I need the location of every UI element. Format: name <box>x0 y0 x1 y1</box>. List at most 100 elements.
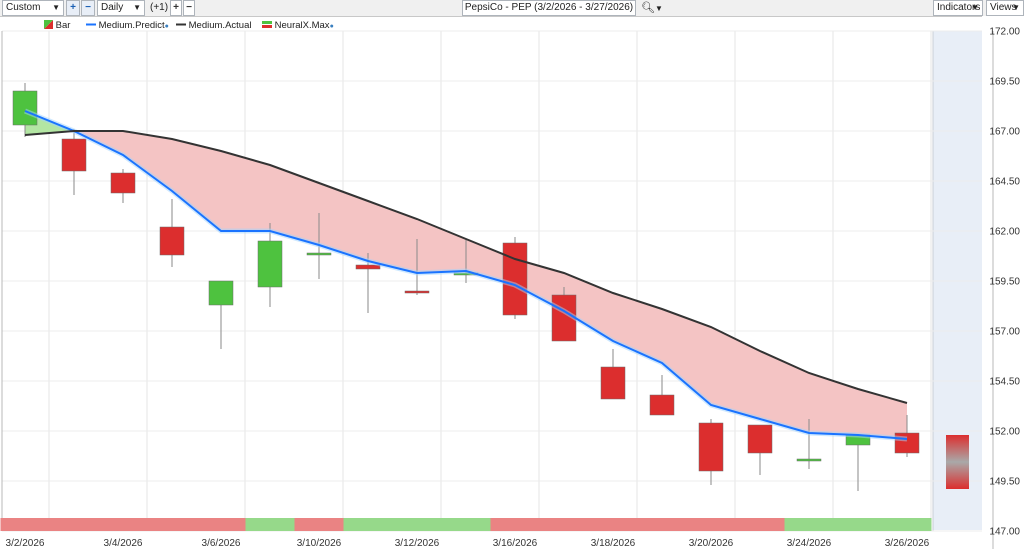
y-tick-label: 154.50 <box>989 377 1020 388</box>
plus-icon: + <box>70 2 76 13</box>
y-tick-label: 162.00 <box>989 227 1020 238</box>
candle-body[interactable] <box>257 240 283 288</box>
signal-strip-cell <box>539 518 589 531</box>
x-tick-label: 3/2/2026 <box>6 538 45 549</box>
prediction-fill-area <box>270 165 319 245</box>
candle-body[interactable] <box>747 424 773 454</box>
prediction-fill-area <box>417 219 466 273</box>
candle-body[interactable] <box>110 172 136 194</box>
signal-strip-cell <box>784 518 834 531</box>
candle-body[interactable] <box>404 290 430 294</box>
x-tick-label: 3/12/2026 <box>395 538 440 549</box>
legend-item-medium-predict[interactable]: Medium.Predict● <box>86 19 169 34</box>
legend-item-bar[interactable]: Bar <box>44 19 70 33</box>
symbol-title-box[interactable]: PepsiCo - PEP (3/2/2026 - 3/27/2026) <box>462 0 636 16</box>
custom-select[interactable]: Custom ▼ <box>2 0 64 16</box>
legend-label: Medium.Predict <box>98 20 165 31</box>
y-tick-label: 169.50 <box>989 77 1020 88</box>
signal-strip-cell <box>637 518 687 531</box>
custom-select-label: Custom <box>6 2 41 13</box>
prediction-fill-area <box>368 201 417 273</box>
candle-body[interactable] <box>355 264 381 270</box>
indicators-select[interactable]: Indicators ▼ <box>933 0 983 16</box>
settings-dot-icon[interactable]: ● <box>164 23 169 30</box>
x-tick-label: 3/6/2026 <box>202 538 241 549</box>
candle-body[interactable] <box>502 242 528 316</box>
line-swatch-icon <box>86 23 96 26</box>
chevron-down-icon: ▼ <box>1012 3 1020 12</box>
offset-decrease-button[interactable]: − <box>183 0 195 16</box>
x-tick-label: 3/10/2026 <box>297 538 342 549</box>
offset-increase-button[interactable]: + <box>170 0 182 16</box>
y-tick-label: 157.00 <box>989 327 1020 338</box>
y-tick-label: 159.50 <box>989 277 1020 288</box>
neural-icon <box>262 21 272 28</box>
views-select[interactable]: Views ▼ <box>986 0 1024 16</box>
x-tick-label: 3/4/2026 <box>104 538 143 549</box>
legend-label: Bar <box>55 20 71 31</box>
period-select[interactable]: Daily ▼ <box>97 0 145 16</box>
period-select-label: Daily <box>101 2 124 13</box>
candle-body[interactable] <box>649 394 675 416</box>
candle-body[interactable] <box>208 280 234 306</box>
signal-strip-cell <box>441 518 491 531</box>
prediction-fill-area <box>123 131 172 191</box>
chevron-down-icon: ▼ <box>971 3 979 12</box>
signal-strip-cell <box>0 518 50 531</box>
minus-icon: − <box>186 2 192 13</box>
chevron-down-icon: ▼ <box>133 3 141 12</box>
x-tick-label: 3/20/2026 <box>689 538 734 549</box>
toolbar: Custom ▼ + − Daily ▼ (+1) + − PepsiCo - … <box>0 0 1024 17</box>
zoom-out-button[interactable]: − <box>81 0 95 16</box>
signal-strip-cell <box>686 518 736 531</box>
candle-body[interactable] <box>796 458 822 462</box>
settings-dot-icon[interactable]: ● <box>329 23 334 30</box>
signal-strip-cell <box>588 518 638 531</box>
symbol-title: PepsiCo - PEP (3/2/2026 - 3/27/2026) <box>464 2 634 13</box>
offset-label: (+1) <box>150 2 169 13</box>
candle-body[interactable] <box>159 226 185 256</box>
x-tick-label: 3/24/2026 <box>787 538 832 549</box>
signal-strip-cell <box>833 518 883 531</box>
chevron-down-icon: ▼ <box>654 4 663 13</box>
signal-strip-cell <box>98 518 148 531</box>
forecast-candle[interactable] <box>946 435 969 489</box>
prediction-fill-area <box>809 373 858 435</box>
minus-icon: − <box>85 2 91 13</box>
signal-strip-cell <box>294 518 344 531</box>
legend-label: NeuralX.Max <box>274 20 330 31</box>
signal-strip-cell <box>245 518 295 531</box>
prediction-fill-area <box>711 327 760 419</box>
y-tick-label: 149.50 <box>989 477 1020 488</box>
legend-item-medium-actual[interactable]: Medium.Actual <box>176 19 251 33</box>
prediction-fill-area <box>564 273 613 341</box>
plus-icon: + <box>173 2 179 13</box>
zoom-in-button[interactable]: + <box>66 0 80 16</box>
y-tick-label: 172.00 <box>989 27 1020 38</box>
candle-body[interactable] <box>600 366 626 400</box>
prediction-fill-area <box>221 151 270 231</box>
prediction-fill-area <box>760 351 809 433</box>
chevron-down-icon: ▼ <box>52 3 60 12</box>
candle-body[interactable] <box>61 138 87 172</box>
candle-body[interactable] <box>306 252 332 256</box>
candle-body[interactable] <box>12 90 38 126</box>
y-tick-label: 152.00 <box>989 427 1020 438</box>
signal-strip-cell <box>343 518 393 531</box>
signal-strip-cell <box>490 518 540 531</box>
prediction-fill-area <box>172 139 221 231</box>
x-tick-label: 3/16/2026 <box>493 538 538 549</box>
x-tick-label: 3/18/2026 <box>591 538 636 549</box>
medium-actual-line[interactable] <box>24 130 908 404</box>
prediction-fill-area <box>858 389 907 439</box>
views-label: Views <box>990 2 1017 13</box>
candle-body[interactable] <box>698 422 724 472</box>
signal-strip-cell <box>882 518 932 531</box>
y-axis-panel <box>982 16 1024 549</box>
legend-item-neuralx-max[interactable]: NeuralX.Max● <box>262 19 334 34</box>
search-button[interactable]: 🔍︎▼ <box>640 0 664 16</box>
line-swatch-icon <box>176 23 186 26</box>
medium-predict-line[interactable] <box>24 110 908 440</box>
legend-label: Medium.Actual <box>188 20 252 31</box>
